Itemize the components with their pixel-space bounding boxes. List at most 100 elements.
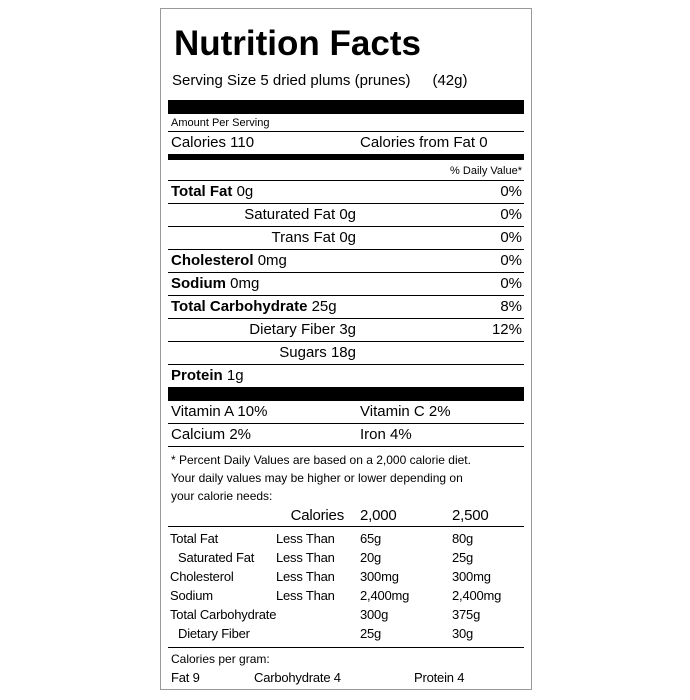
daily-value-header: % Daily Value* bbox=[168, 160, 524, 181]
nutrient-row: Total Carbohydrate 25g 8% bbox=[168, 296, 524, 319]
calories: Calories 110 bbox=[171, 134, 255, 151]
vitamin: Vitamin A 10% bbox=[171, 403, 268, 420]
reference-value: 25g bbox=[360, 626, 382, 641]
nutrient-name: Total Fat bbox=[171, 183, 233, 200]
reference-value: 20g bbox=[360, 550, 382, 565]
sub-nutrient-amount: 3g bbox=[339, 321, 356, 338]
nutrient-dv: 8% bbox=[500, 298, 522, 315]
nutrient-row: Sodium 0mg 0% bbox=[168, 273, 524, 296]
reference-row: Dietary Fiber 25g 30g bbox=[168, 624, 524, 643]
header-2500: 2,500 bbox=[452, 507, 489, 524]
nutrient-amount: 1g bbox=[226, 367, 244, 384]
reference-value: 300mg bbox=[452, 569, 491, 584]
nutrient-row: Total Fat 0g 0% bbox=[168, 181, 524, 204]
sub-nutrient-name: Saturated Fat bbox=[244, 206, 336, 223]
sub-nutrient-name: Trans Fat bbox=[271, 229, 336, 246]
nutrient-row: Cholesterol 0mg 0% bbox=[168, 250, 524, 273]
divider-bar bbox=[168, 388, 524, 401]
calories-per-gram-row: Fat 9 Carbohydrate 4 Protein 4 bbox=[168, 668, 524, 687]
calories-per-gram-item: Protein 4 bbox=[414, 670, 465, 685]
nutrient-name: Sodium bbox=[171, 275, 226, 292]
sub-nutrient-dv: 12% bbox=[491, 321, 522, 338]
reference-row: Saturated Fat Less Than 20g 25g bbox=[168, 548, 524, 567]
divider bbox=[168, 643, 524, 648]
sub-nutrient-label: Trans Fat 0g bbox=[272, 227, 357, 249]
nutrient-amount: 25g bbox=[311, 298, 337, 315]
nutrient-label: Sodium 0mg bbox=[171, 273, 259, 295]
sub-nutrient-amount: 18g bbox=[330, 344, 356, 361]
sub-nutrient-dv: 0% bbox=[500, 229, 522, 246]
sub-nutrient-row: Trans Fat 0g 0% bbox=[168, 227, 524, 250]
reference-name: Total Carbohydrate bbox=[170, 607, 277, 622]
reference-value: 25g bbox=[452, 550, 474, 565]
nutrient-name: Cholesterol bbox=[171, 252, 254, 269]
calories-per-gram-item: Carbohydrate 4 bbox=[254, 670, 341, 685]
vitamin: Iron 4% bbox=[360, 426, 412, 443]
sub-nutrient-row: Saturated Fat 0g 0% bbox=[168, 204, 524, 227]
nutrient-label: Protein 1g bbox=[171, 365, 244, 387]
reference-value: 300g bbox=[360, 607, 389, 622]
vitamin-row: Calcium 2% Iron 4% bbox=[168, 424, 524, 447]
reference-value: 2,400mg bbox=[360, 588, 410, 603]
calories-per-gram-label: Calories per gram: bbox=[171, 652, 270, 666]
reference-limit: Less Than bbox=[276, 531, 335, 546]
footnote-line: your calorie needs: bbox=[171, 489, 273, 503]
sub-nutrient-amount: 0g bbox=[339, 206, 356, 223]
header-calories: Calories bbox=[290, 507, 345, 524]
reference-name: Cholesterol bbox=[170, 569, 234, 584]
reference-name: Total Fat bbox=[170, 531, 219, 546]
spacer bbox=[168, 93, 524, 100]
reference-row: Total Carbohydrate 300g 375g bbox=[168, 605, 524, 624]
serving-amount: (42g) bbox=[432, 72, 468, 89]
reference-row: Sodium Less Than 2,400mg 2,400mg bbox=[168, 586, 524, 605]
reference-row: Total Fat Less Than 65g 80g bbox=[168, 529, 524, 548]
sub-nutrient-amount: 0g bbox=[339, 229, 356, 246]
divider-bar bbox=[168, 100, 524, 114]
sub-nutrient-label: Dietary Fiber 3g bbox=[249, 319, 356, 341]
reference-header: Calories 2,000 2,500 bbox=[168, 505, 524, 527]
sub-nutrient-row: Dietary Fiber 3g 12% bbox=[168, 319, 524, 342]
reference-name: Dietary Fiber bbox=[178, 626, 250, 641]
reference-value: 2,400mg bbox=[452, 588, 502, 603]
vitamin: Vitamin C 2% bbox=[360, 403, 451, 420]
nutrient-name: Total Carbohydrate bbox=[171, 298, 308, 315]
header-2000: 2,000 bbox=[360, 507, 397, 524]
nutrient-dv: 0% bbox=[500, 252, 522, 269]
reference-name: Sodium bbox=[170, 588, 213, 603]
reference-limit: Less Than bbox=[276, 550, 335, 565]
serving-label: Serving Size 5 dried plums (prunes) bbox=[172, 72, 411, 89]
label-title: Nutrition Facts bbox=[174, 24, 421, 63]
reference-value: 300mg bbox=[360, 569, 399, 584]
sub-nutrient-label: Sugars 18g bbox=[279, 342, 356, 364]
reference-limit: Less Than bbox=[276, 569, 335, 584]
reference-value: 65g bbox=[360, 531, 382, 546]
reference-value: 80g bbox=[452, 531, 474, 546]
calories-per-gram-item: Fat 9 bbox=[171, 670, 200, 685]
nutrient-label: Total Fat 0g bbox=[171, 181, 253, 203]
nutrient-dv: 0% bbox=[500, 275, 522, 292]
reference-limit: Less Than bbox=[276, 588, 335, 603]
calories-row: Calories 110 Calories from Fat 0 bbox=[168, 132, 524, 154]
serving-size: Serving Size 5 dried plums (prunes) (42g) bbox=[168, 69, 524, 93]
sub-nutrient-name: Dietary Fiber bbox=[249, 321, 336, 338]
reference-row: Cholesterol Less Than 300mg 300mg bbox=[168, 567, 524, 586]
vitamin: Calcium 2% bbox=[171, 426, 252, 443]
nutrient-label: Cholesterol 0mg bbox=[171, 250, 287, 272]
nutrient-amount: 0g bbox=[236, 183, 254, 200]
nutrient-amount: 0mg bbox=[230, 275, 260, 292]
nutrient-label: Total Carbohydrate 25g bbox=[171, 296, 337, 318]
vitamin-row: Vitamin A 10% Vitamin C 2% bbox=[168, 401, 524, 424]
nutrient-row: Protein 1g bbox=[168, 365, 524, 388]
footnote-line: Your daily values may be higher or lower… bbox=[171, 471, 463, 485]
nutrition-label: Nutrition Facts Serving Size 5 dried plum… bbox=[160, 8, 532, 690]
calories-from-fat: Calories from Fat 0 bbox=[360, 134, 488, 151]
sub-nutrient-dv: 0% bbox=[500, 206, 522, 223]
reference-value: 375g bbox=[452, 607, 481, 622]
sub-nutrient-name: Sugars bbox=[279, 344, 327, 361]
reference-value: 30g bbox=[452, 626, 474, 641]
sub-nutrient-label: Saturated Fat 0g bbox=[244, 204, 356, 226]
divider-bar bbox=[168, 154, 524, 160]
amount-per-serving: Amount Per Serving bbox=[168, 114, 524, 132]
nutrient-name: Protein bbox=[171, 367, 223, 384]
